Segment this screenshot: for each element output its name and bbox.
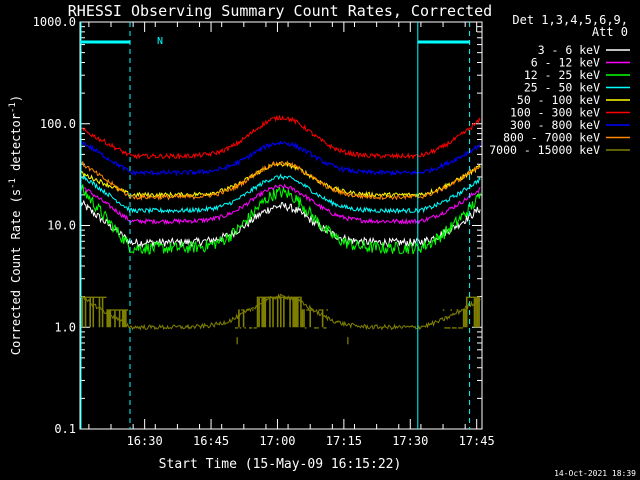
legend-label-7: 800 - 7000 keV bbox=[503, 131, 600, 145]
y-tick-label-2: 10.0 bbox=[47, 219, 76, 233]
y-axis-label: Corrected Count Rate (s-1 detector-1) bbox=[8, 95, 23, 355]
night-marker: N bbox=[157, 36, 163, 47]
plot-timestamp: 14-Oct-2021 18:39 bbox=[554, 469, 636, 478]
x-tick-label-3: 17:15 bbox=[326, 434, 362, 448]
legend-label-5: 100 - 300 keV bbox=[510, 106, 600, 120]
x-tick-label-1: 16:45 bbox=[193, 434, 229, 448]
legend-label-1: 6 - 12 keV bbox=[531, 56, 600, 70]
legend-label-3: 25 - 50 keV bbox=[524, 81, 600, 95]
series-layer bbox=[80, 114, 481, 345]
series-line-0 bbox=[80, 199, 481, 249]
legend-label-2: 12 - 25 keV bbox=[524, 68, 600, 82]
series-line-7 bbox=[80, 160, 481, 201]
series-line-5 bbox=[80, 114, 481, 160]
x-tick-labels: 16:30 16:45 17:00 17:15 17:30 17:45 bbox=[127, 434, 495, 448]
y-tick-label-0: 0.1 bbox=[54, 422, 76, 436]
x-tick-label-4: 17:30 bbox=[392, 434, 428, 448]
legend-label-0: 3 - 6 keV bbox=[538, 43, 600, 57]
legend-header-line1: Det 1,3,4,5,6,9, bbox=[512, 13, 628, 27]
y-tick-label-1: 1.0 bbox=[54, 320, 76, 334]
legend-header-line2: Att 0 bbox=[592, 25, 628, 39]
plot-frame bbox=[79, 21, 483, 430]
tick-marks bbox=[80, 21, 482, 430]
x-tick-label-0: 16:30 bbox=[127, 434, 163, 448]
legend-label-6: 300 - 800 keV bbox=[510, 118, 600, 132]
chart-title: RHESSI Observing Summary Count Rates, Co… bbox=[68, 2, 492, 20]
y-tick-labels: 0.1 1.0 10.0 100.0 1000.0 bbox=[33, 15, 76, 436]
series-line-6 bbox=[80, 139, 481, 177]
legend-label-8: 7000 - 15000 keV bbox=[489, 143, 600, 157]
series-line-1 bbox=[80, 183, 481, 226]
x-axis-label: Start Time (15-May-09 16:15:22) bbox=[159, 457, 402, 472]
series-line-3 bbox=[80, 173, 481, 215]
series-line-2 bbox=[80, 184, 481, 255]
x-tick-label-5: 17:45 bbox=[459, 434, 495, 448]
legend-label-4: 50 - 100 keV bbox=[517, 93, 600, 107]
series-line-8 bbox=[80, 293, 481, 331]
y-tick-label-3: 100.0 bbox=[40, 117, 76, 131]
x-tick-label-2: 17:00 bbox=[259, 434, 295, 448]
y-tick-label-4: 1000.0 bbox=[33, 15, 76, 29]
orbit-markers bbox=[80, 22, 471, 429]
